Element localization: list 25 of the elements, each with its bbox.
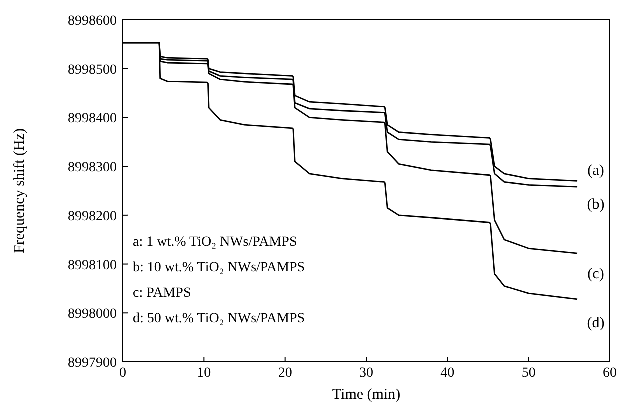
y-axis-title: Frequency shift (Hz) [12,128,28,254]
y-tick-label: 8998300 [68,160,117,176]
x-tick-label: 0 [120,366,126,381]
series-label: (a) [588,163,604,180]
y-tick-label: 8998400 [68,112,117,127]
x-axis-title: Time (min) [332,387,401,403]
x-tick-label: 20 [278,366,292,381]
series-label: (b) [587,197,605,214]
x-tick-label: 10 [197,366,212,381]
annotation: d: 50 wt.% TiO₂ NWs/PAMPS [133,312,306,326]
series-label: (d) [587,315,605,332]
x-tick-label: 50 [522,366,536,381]
x-tick-label: 30 [360,366,374,381]
y-tick-label: 8997900 [68,356,117,371]
annotation: a: 1 wt.% TiO₂ NWs/PAMPS [133,235,298,250]
series-label: (c) [588,266,604,283]
x-tick-label: 60 [603,366,617,381]
y-tick-label: 8998500 [68,62,117,78]
y-tick-label: 8998200 [68,209,117,224]
annotation: b: 10 wt.% TiO₂ NWs/PAMPS [133,260,306,276]
y-tick-label: 8998600 [68,14,117,29]
annotation: c: PAMPS [133,286,192,301]
x-tick-label: 40 [440,366,455,381]
y-tick-label: 8998000 [68,307,117,322]
y-tick-label: 8998100 [68,258,117,274]
